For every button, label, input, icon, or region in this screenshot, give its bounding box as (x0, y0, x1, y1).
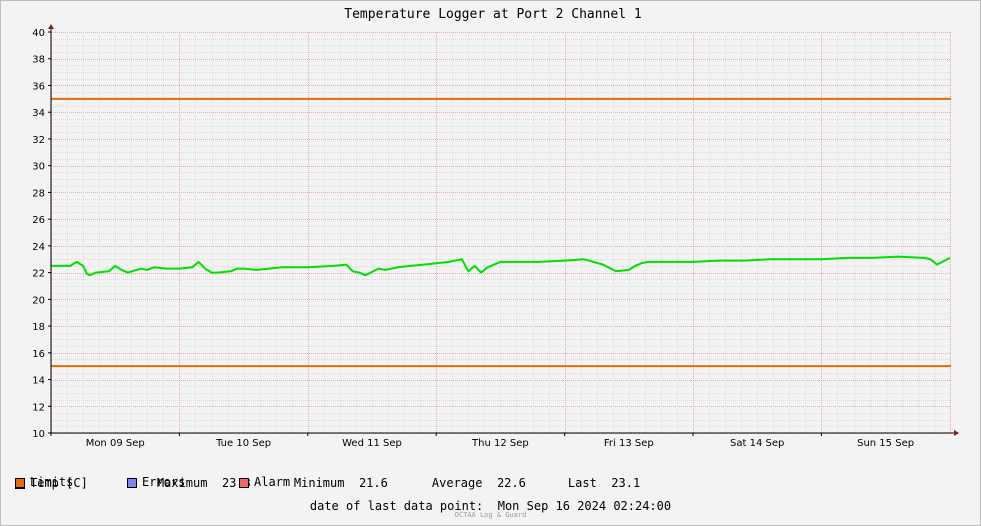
legend-item-errors: Errors (127, 476, 239, 489)
y-tick-label: 40 (32, 28, 45, 39)
legend-label-limits: Limits (30, 475, 74, 489)
legend-label-temp: Temp [C] (30, 476, 88, 490)
stat-average-value: 22.6 (496, 476, 526, 490)
stat-average: Average 22.6 (403, 464, 539, 503)
y-tick-label: 26 (32, 215, 45, 226)
x-tick-label: Thu 12 Sep (471, 438, 529, 449)
legend-item-limits: Limits (15, 476, 127, 489)
stat-last-label: Last (567, 476, 597, 490)
x-tick-label: Mon 09 Sep (86, 438, 145, 449)
y-tick-label: 18 (32, 322, 45, 333)
legend-row-other: Limits Errors Alarm (15, 476, 290, 489)
y-tick-label: 34 (32, 108, 45, 119)
axes (48, 24, 959, 436)
chart-title: Temperature Logger at Port 2 Channel 1 (344, 7, 641, 22)
x-tick-label: Tue 10 Sep (215, 438, 271, 449)
errors-swatch (127, 477, 137, 488)
y-tick-label: 24 (32, 242, 45, 253)
stat-maximum-label: Maximum (156, 476, 208, 490)
stat-last: Last 23.1 (539, 464, 640, 503)
last-data-value: Mon Sep 16 2024 02:24:00 (497, 499, 672, 513)
stat-minimum-value: 21.6 (358, 476, 388, 490)
temperature-chart: Temperature Logger at Port 2 Channel 1 1… (32, 7, 959, 449)
y-axis-ticks: 10 12 14 16 18 20 22 24 26 28 30 32 34 36 38 40 (32, 28, 51, 440)
grid-lines (51, 32, 951, 434)
limit-lines (51, 97, 951, 368)
temperature-line (51, 255, 951, 277)
legend-label-alarm: Alarm (254, 475, 291, 489)
stat-minimum-label: Minimum (293, 476, 345, 490)
alarm-swatch (239, 477, 249, 488)
y-tick-label: 16 (32, 349, 45, 360)
y-tick-label: 22 (32, 269, 45, 280)
y-tick-label: 38 (32, 55, 45, 66)
last-data-point: date of last data point: Mon Sep 16 2024… (0, 499, 981, 513)
limits-swatch (15, 477, 25, 488)
y-tick-label: 28 (32, 188, 45, 199)
y-tick-label: 14 (32, 376, 45, 387)
last-data-label: date of last data point: (309, 499, 484, 513)
y-tick-label: 36 (32, 81, 45, 92)
x-axis-arrow (954, 430, 959, 436)
footer-credit: OCTAA Log & Guard (454, 511, 527, 519)
y-axis-arrow (48, 24, 54, 29)
x-tick-label: Wed 11 Sep (342, 438, 402, 449)
legend-item-alarm: Alarm (239, 476, 290, 489)
y-tick-label: 12 (32, 402, 45, 413)
x-axis-ticks: Mon 09 Sep Tue 10 Sep Wed 11 Sep Thu 12 Sep… (50, 433, 914, 449)
x-tick-label: Fri 13 Sep (604, 438, 654, 449)
y-tick-label: 30 (32, 162, 45, 173)
stat-minimum: Minimum 21.6 (265, 464, 403, 503)
y-tick-label: 20 (32, 295, 45, 306)
x-tick-label: Sun 15 Sep (857, 438, 914, 449)
x-tick-label: Sat 14 Sep (730, 438, 784, 449)
y-tick-label: 32 (32, 135, 45, 146)
legend-label-errors: Errors (142, 475, 186, 489)
stat-last-value: 23.1 (611, 476, 641, 490)
temperature-series (51, 255, 951, 277)
stat-average-label: Average (431, 476, 483, 490)
y-tick-label: 10 (32, 429, 45, 440)
